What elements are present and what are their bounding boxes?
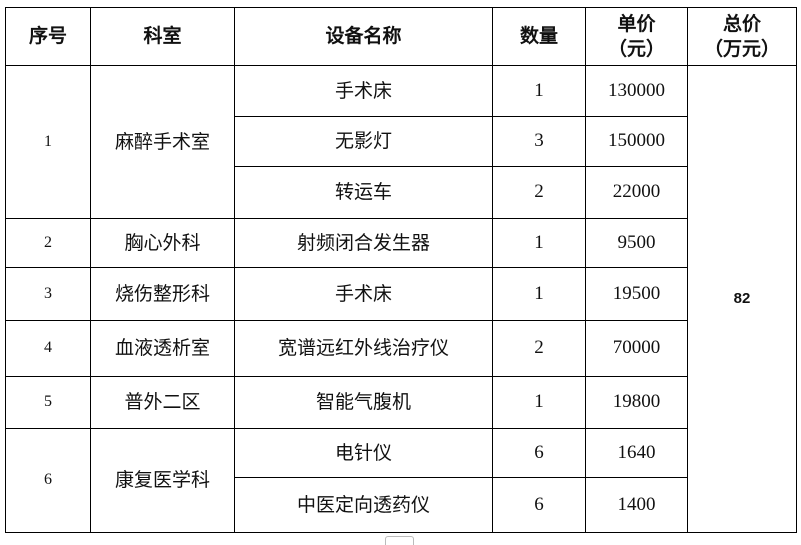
qty-cell: 2 <box>492 166 586 219</box>
table-row: 2 胸心外科 射频闭合发生器 1 9500 <box>5 218 797 268</box>
price-cell: 22000 <box>585 166 688 219</box>
header-unit-price-line1: 单价 <box>617 12 656 35</box>
header-device: 设备名称 <box>234 7 493 66</box>
header-unit-price: 单价 （元） <box>585 7 688 66</box>
dept-cell: 麻醉手术室 <box>90 65 235 219</box>
table-row: 4 血液透析室 宽谱远红外线治疗仪 2 70000 <box>5 320 797 377</box>
seq-cell: 5 <box>5 376 91 429</box>
table-row: 1 麻醉手术室 手术床 1 130000 82 <box>5 65 797 533</box>
device-cell: 宽谱远红外线治疗仪 <box>234 320 493 377</box>
price-cell: 70000 <box>585 320 688 377</box>
device-cell: 手术床 <box>234 65 493 117</box>
device-cell: 转运车 <box>234 166 493 219</box>
qty-cell: 6 <box>492 477 586 533</box>
header-dept: 科室 <box>90 7 235 66</box>
header-qty: 数量 <box>492 7 586 66</box>
total-cell: 82 <box>687 65 797 533</box>
header-total-line1: 总价 <box>722 12 761 35</box>
header-row: 序号 科室 设备名称 数量 单价 （元） 总价 （万元） <box>5 7 797 66</box>
qty-cell: 6 <box>492 428 586 478</box>
seq-cell: 6 <box>5 428 91 533</box>
price-cell: 1400 <box>585 477 688 533</box>
price-cell: 1640 <box>585 428 688 478</box>
equipment-table: 序号 科室 设备名称 数量 单价 （元） 总价 （万元） 1 麻醉手术室 手术床 1… <box>5 7 797 533</box>
seq-cell: 1 <box>5 65 91 219</box>
qty-cell: 1 <box>492 65 586 117</box>
table-row: 5 普外二区 智能气腹机 1 19800 <box>5 376 797 429</box>
table-row: 中医定向透药仪 6 1400 <box>6 477 797 533</box>
device-cell: 无影灯 <box>234 116 493 167</box>
qty-cell: 3 <box>492 116 586 167</box>
header-unit-price-line2: （元） <box>607 37 665 60</box>
table-row: 6 康复医学科 电针仪 6 1640 <box>5 428 797 533</box>
qty-cell: 1 <box>492 218 586 268</box>
seq-cell: 3 <box>5 267 91 321</box>
header-seq: 序号 <box>5 7 91 66</box>
device-cell: 手术床 <box>234 267 493 321</box>
device-cell: 智能气腹机 <box>234 376 493 429</box>
device-cell: 中医定向透药仪 <box>234 477 493 533</box>
device-cell: 电针仪 <box>234 428 493 478</box>
seq-cell: 2 <box>5 218 91 268</box>
table-row: 3 烧伤整形科 手术床 1 19500 <box>5 267 797 321</box>
header-total: 总价 （万元） <box>687 7 797 66</box>
price-cell: 9500 <box>585 218 688 268</box>
qty-cell: 2 <box>492 320 586 377</box>
qty-cell: 1 <box>492 376 586 429</box>
price-cell: 130000 <box>585 65 688 117</box>
price-cell: 19500 <box>585 267 688 321</box>
dept-cell: 烧伤整形科 <box>90 267 235 321</box>
price-cell: 19800 <box>585 376 688 429</box>
qty-cell: 1 <box>492 267 586 321</box>
device-cell: 射频闭合发生器 <box>234 218 493 268</box>
header-total-line2: （万元） <box>703 37 780 60</box>
price-cell: 150000 <box>585 116 688 167</box>
dept-cell: 普外二区 <box>90 376 235 429</box>
dept-cell: 胸心外科 <box>90 218 235 268</box>
table-row: 无影灯 3 150000 <box>6 116 797 167</box>
dept-cell: 康复医学科 <box>90 428 235 533</box>
seq-cell: 4 <box>5 320 91 377</box>
dept-cell: 血液透析室 <box>90 320 235 377</box>
